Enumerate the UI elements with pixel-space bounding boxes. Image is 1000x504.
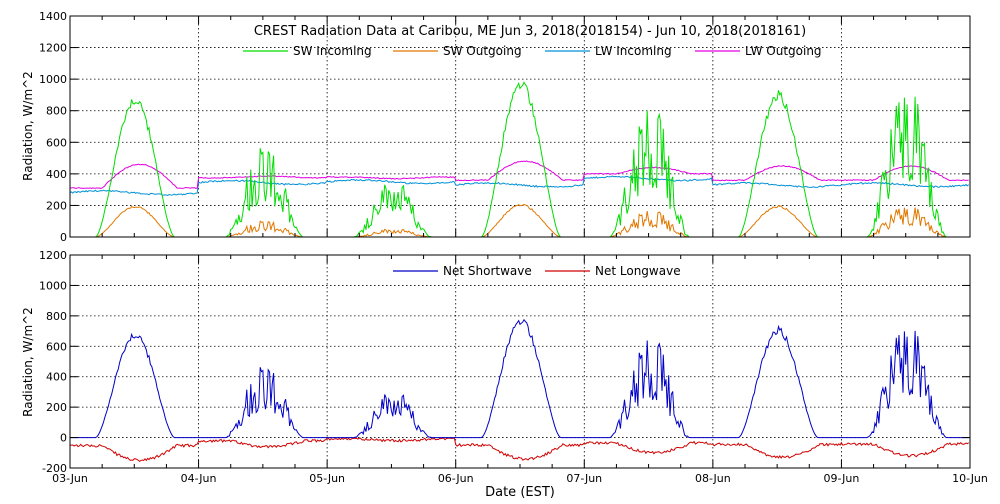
top-ytick-label: 400 — [46, 168, 67, 181]
x-tick-label: 05-Jun — [309, 472, 345, 485]
bottom-panel: -200 0 200 400 600 800 1000 1200 03-Jun 04-Jun 05-… — [21, 249, 988, 500]
x-tick-label: 03-Jun — [52, 472, 88, 485]
bottom-grid — [70, 255, 970, 468]
top-grid — [70, 16, 970, 237]
bottom-ytick-label: 1200 — [39, 249, 67, 262]
top-ytick-label: 600 — [46, 136, 67, 149]
bottom-ytick-label: 0 — [60, 432, 67, 445]
bottom-ticks: -200 0 200 400 600 800 1000 1200 03-Jun 04-Jun 05-… — [39, 249, 988, 485]
net-shortwave-line — [70, 318, 969, 439]
top-series — [69, 81, 970, 238]
bottom-series — [69, 318, 969, 463]
bottom-ytick-label: 600 — [46, 340, 67, 353]
legend-label: Net Longwave — [595, 264, 681, 278]
legend-label: SW Incoming — [293, 44, 372, 58]
legend-label: SW Outgoing — [443, 44, 522, 58]
x-tick-label: 09-Jun — [824, 472, 860, 485]
top-y-axis-label: Radiation, W/m^2 — [21, 71, 35, 181]
top-ytick-label: 1200 — [39, 42, 67, 55]
top-legend: SW Incoming SW Outgoing LW Incoming LW Outg… — [243, 44, 822, 58]
sw-outgoing-line — [70, 203, 969, 238]
net-longwave-line — [69, 437, 969, 463]
top-ytick-label: 0 — [60, 231, 67, 244]
top-ytick-label: 1000 — [39, 73, 67, 86]
x-tick-label: 10-Jun — [952, 472, 988, 485]
bottom-legend: Net Shortwave Net Longwave — [393, 264, 681, 278]
top-ytick-label: 1400 — [39, 10, 67, 23]
x-tick-label: 04-Jun — [181, 472, 217, 485]
lw-incoming-line — [69, 175, 970, 196]
legend-label: LW Outgoing — [745, 44, 822, 58]
bottom-ytick-label: 800 — [46, 310, 67, 323]
lw-outgoing-line — [69, 160, 969, 190]
x-axis-label: Date (EST) — [485, 485, 555, 500]
top-panel: 0 200 400 600 800 1000 1200 1400 CREST Radiatio… — [21, 10, 971, 244]
x-tick-label: 07-Jun — [566, 472, 602, 485]
legend-label: Net Shortwave — [443, 264, 532, 278]
top-ytick-label: 800 — [46, 105, 67, 118]
top-ticks: 0 200 400 600 800 1000 1200 1400 — [39, 10, 971, 244]
bottom-ytick-label: 1000 — [39, 279, 67, 292]
chart-title: CREST Radiation Data at Caribou, ME Jun … — [254, 24, 806, 39]
top-ytick-label: 200 — [46, 199, 67, 212]
bottom-ytick-label: -200 — [42, 462, 67, 475]
x-tick-label: 08-Jun — [695, 472, 731, 485]
bottom-plot-frame — [69, 254, 971, 469]
sw-incoming-line — [70, 81, 969, 238]
legend-label: LW Incoming — [595, 44, 672, 58]
bottom-y-axis-label: Radiation, W/m^2 — [21, 307, 35, 417]
bottom-ytick-label: 400 — [46, 371, 67, 384]
x-tick-label: 06-Jun — [438, 472, 474, 485]
bottom-ytick-label: 200 — [46, 401, 67, 414]
